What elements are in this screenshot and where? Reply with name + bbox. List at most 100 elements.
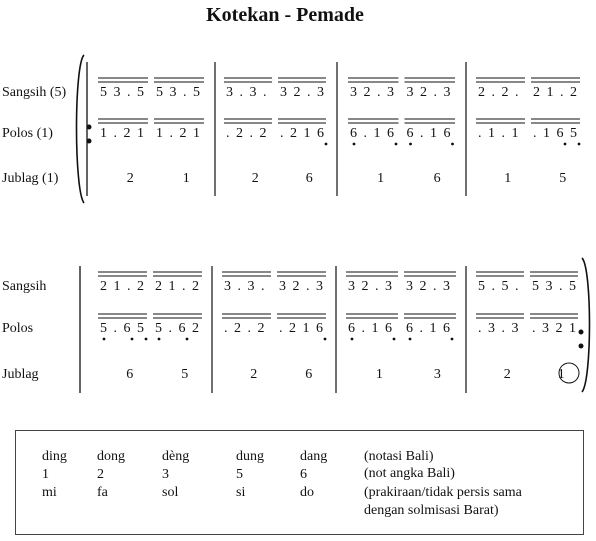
sangsih-note-group: 3 2 . 3 bbox=[280, 85, 326, 100]
repeat-end-dot bbox=[578, 329, 584, 335]
polos-note-group: . 2 . 2 bbox=[224, 321, 266, 336]
jublag-note: 6 bbox=[306, 171, 313, 186]
polos-note-group: 6 . 1 6 bbox=[348, 321, 394, 336]
jublag-note: 1 bbox=[558, 367, 565, 382]
legend-solmisasi-1: fa bbox=[97, 485, 108, 500]
legend-bali-3: dung bbox=[236, 449, 264, 464]
polos-note-group: . 3 2 1 bbox=[532, 321, 578, 336]
legend-solmisasi-4: do bbox=[300, 485, 314, 500]
jublag-note: 6 bbox=[305, 367, 312, 382]
low-octave-dot bbox=[394, 142, 398, 146]
legend-angka-0: 1 bbox=[42, 467, 49, 482]
polos-note-group: 6 . 1 6 bbox=[406, 321, 452, 336]
sangsih-note-group: 2 1 . 2 bbox=[100, 279, 146, 294]
sangsih-note-group: 3 2 . 3 bbox=[350, 85, 396, 100]
legend-angka-2: 3 bbox=[162, 467, 169, 482]
polos-note-group: . 1 6 5 bbox=[533, 126, 579, 141]
polos-note-group: 1 . 2 1 bbox=[156, 126, 202, 141]
legend-angka-4: 6 bbox=[300, 467, 307, 482]
repeat-start-dot bbox=[86, 124, 92, 130]
jublag-note: 3 bbox=[434, 367, 441, 382]
jublag-note: 1 bbox=[377, 171, 384, 186]
notation-score: Kotekan - Pemade Sangsih (5) Polos (1) Jub… bbox=[2, 4, 591, 393]
jublag-note: 2 bbox=[252, 171, 259, 186]
sangsih-note-group: 5 . 5 . bbox=[478, 279, 520, 294]
low-octave-dot bbox=[130, 337, 134, 341]
jublag-note: 1 bbox=[376, 367, 383, 382]
legend-bali-2: dèng bbox=[162, 449, 190, 464]
jublag-note: 5 bbox=[181, 367, 188, 382]
legend-bali-1: dong bbox=[97, 449, 125, 464]
low-octave-dot bbox=[185, 337, 189, 341]
jublag-note: 6 bbox=[126, 367, 133, 382]
repeat-end-dot bbox=[578, 343, 584, 349]
polos-note-group: 1 . 2 1 bbox=[100, 126, 146, 141]
legend-note-solmisasi: (prakiraan/tidak persis sama bbox=[364, 485, 522, 500]
page-title: Kotekan - Pemade bbox=[206, 4, 364, 26]
low-octave-dot bbox=[144, 337, 148, 341]
sangsih-note-group: 3 2 . 3 bbox=[279, 279, 325, 294]
polos-note-group: 5 . 6 5 bbox=[100, 321, 146, 336]
legend-solmisasi-3: si bbox=[236, 485, 246, 500]
polos-note-group: . 2 1 6 bbox=[279, 321, 325, 336]
low-octave-dot bbox=[409, 142, 412, 146]
polos-note-group: 6 . 1 6 bbox=[350, 126, 396, 141]
low-octave-dot bbox=[451, 142, 454, 146]
jublag-note: 2 bbox=[127, 171, 134, 186]
sangsih-note-group: 5 3 . 5 bbox=[100, 85, 146, 100]
legend-note-angka: (not angka Bali) bbox=[364, 466, 455, 481]
sangsih-note-group: 3 . 3 . bbox=[224, 279, 266, 294]
legend-bali-0: ding bbox=[42, 449, 67, 464]
sangsih-note-group: 2 1 . 2 bbox=[533, 85, 579, 100]
instrument-label: Jublag (1) bbox=[2, 171, 59, 186]
jublag-note: 2 bbox=[250, 367, 257, 382]
low-octave-dot bbox=[392, 337, 396, 341]
system1-brace bbox=[75, 54, 85, 204]
sangsih-note-group: 3 2 . 3 bbox=[348, 279, 394, 294]
polos-note-group: . 3 . 3 bbox=[478, 321, 520, 336]
polos-note-group: 5 . 6 2 bbox=[155, 321, 201, 336]
system-2: Sangsih Polos Jublag 2 1 . 2 2 1 . 2 5 . 6 5 5… bbox=[2, 266, 578, 393]
legend-note-bali: (notasi Bali) bbox=[364, 449, 434, 464]
low-octave-dot bbox=[157, 337, 161, 341]
low-octave-dot bbox=[350, 337, 354, 341]
low-octave-dot bbox=[450, 337, 454, 341]
low-octave-dot bbox=[102, 337, 106, 341]
instrument-label: Sangsih bbox=[2, 279, 46, 294]
instrument-label: Polos bbox=[2, 321, 33, 336]
low-octave-dot bbox=[323, 337, 327, 341]
legend-box: ding dong dèng dung dang 1 2 3 5 6 mi fa sol si do (no… bbox=[15, 430, 584, 535]
polos-note-group: 6 . 1 6 bbox=[407, 126, 453, 141]
low-octave-dot bbox=[352, 142, 356, 146]
sangsih-note-group: 5 3 . 5 bbox=[156, 85, 202, 100]
system2-end-brace bbox=[581, 257, 591, 393]
low-octave-dot bbox=[563, 142, 567, 146]
final-note-circle bbox=[558, 362, 580, 384]
sangsih-note-group: 2 1 . 2 bbox=[155, 279, 201, 294]
polos-note-group: . 2 1 6 bbox=[280, 126, 326, 141]
jublag-note: 6 bbox=[434, 171, 441, 186]
sangsih-note-group: 3 2 . 3 bbox=[406, 279, 452, 294]
sangsih-note-group: 2 . 2 . bbox=[478, 85, 520, 100]
jublag-note: 1 bbox=[504, 171, 511, 186]
legend-angka-3: 5 bbox=[236, 467, 243, 482]
legend-bali-4: dang bbox=[300, 449, 328, 464]
low-octave-dot bbox=[408, 337, 412, 341]
legend-note-solmisasi-cont: dengan solmisasi Barat) bbox=[364, 503, 499, 518]
polos-note-group: . 1 . 1 bbox=[478, 126, 520, 141]
instrument-label: Polos (1) bbox=[2, 126, 53, 141]
jublag-note: 1 bbox=[183, 171, 190, 186]
sangsih-note-group: 3 2 . 3 bbox=[407, 85, 453, 100]
polos-note-group: . 2 . 2 bbox=[226, 126, 268, 141]
legend-angka-1: 2 bbox=[97, 467, 104, 482]
instrument-label: Jublag bbox=[2, 367, 39, 382]
jublag-note: 2 bbox=[504, 367, 511, 382]
legend-solmisasi-0: mi bbox=[42, 485, 57, 500]
low-octave-dot bbox=[577, 142, 581, 146]
legend-solmisasi-2: sol bbox=[162, 485, 179, 500]
instrument-label: Sangsih (5) bbox=[2, 85, 67, 100]
repeat-start-dot bbox=[86, 138, 92, 144]
jublag-note: 5 bbox=[559, 171, 566, 186]
system-1: Sangsih (5) Polos (1) Jublag (1) 5 3 . 5 5 3… bbox=[2, 62, 581, 196]
low-octave-dot bbox=[324, 142, 328, 146]
